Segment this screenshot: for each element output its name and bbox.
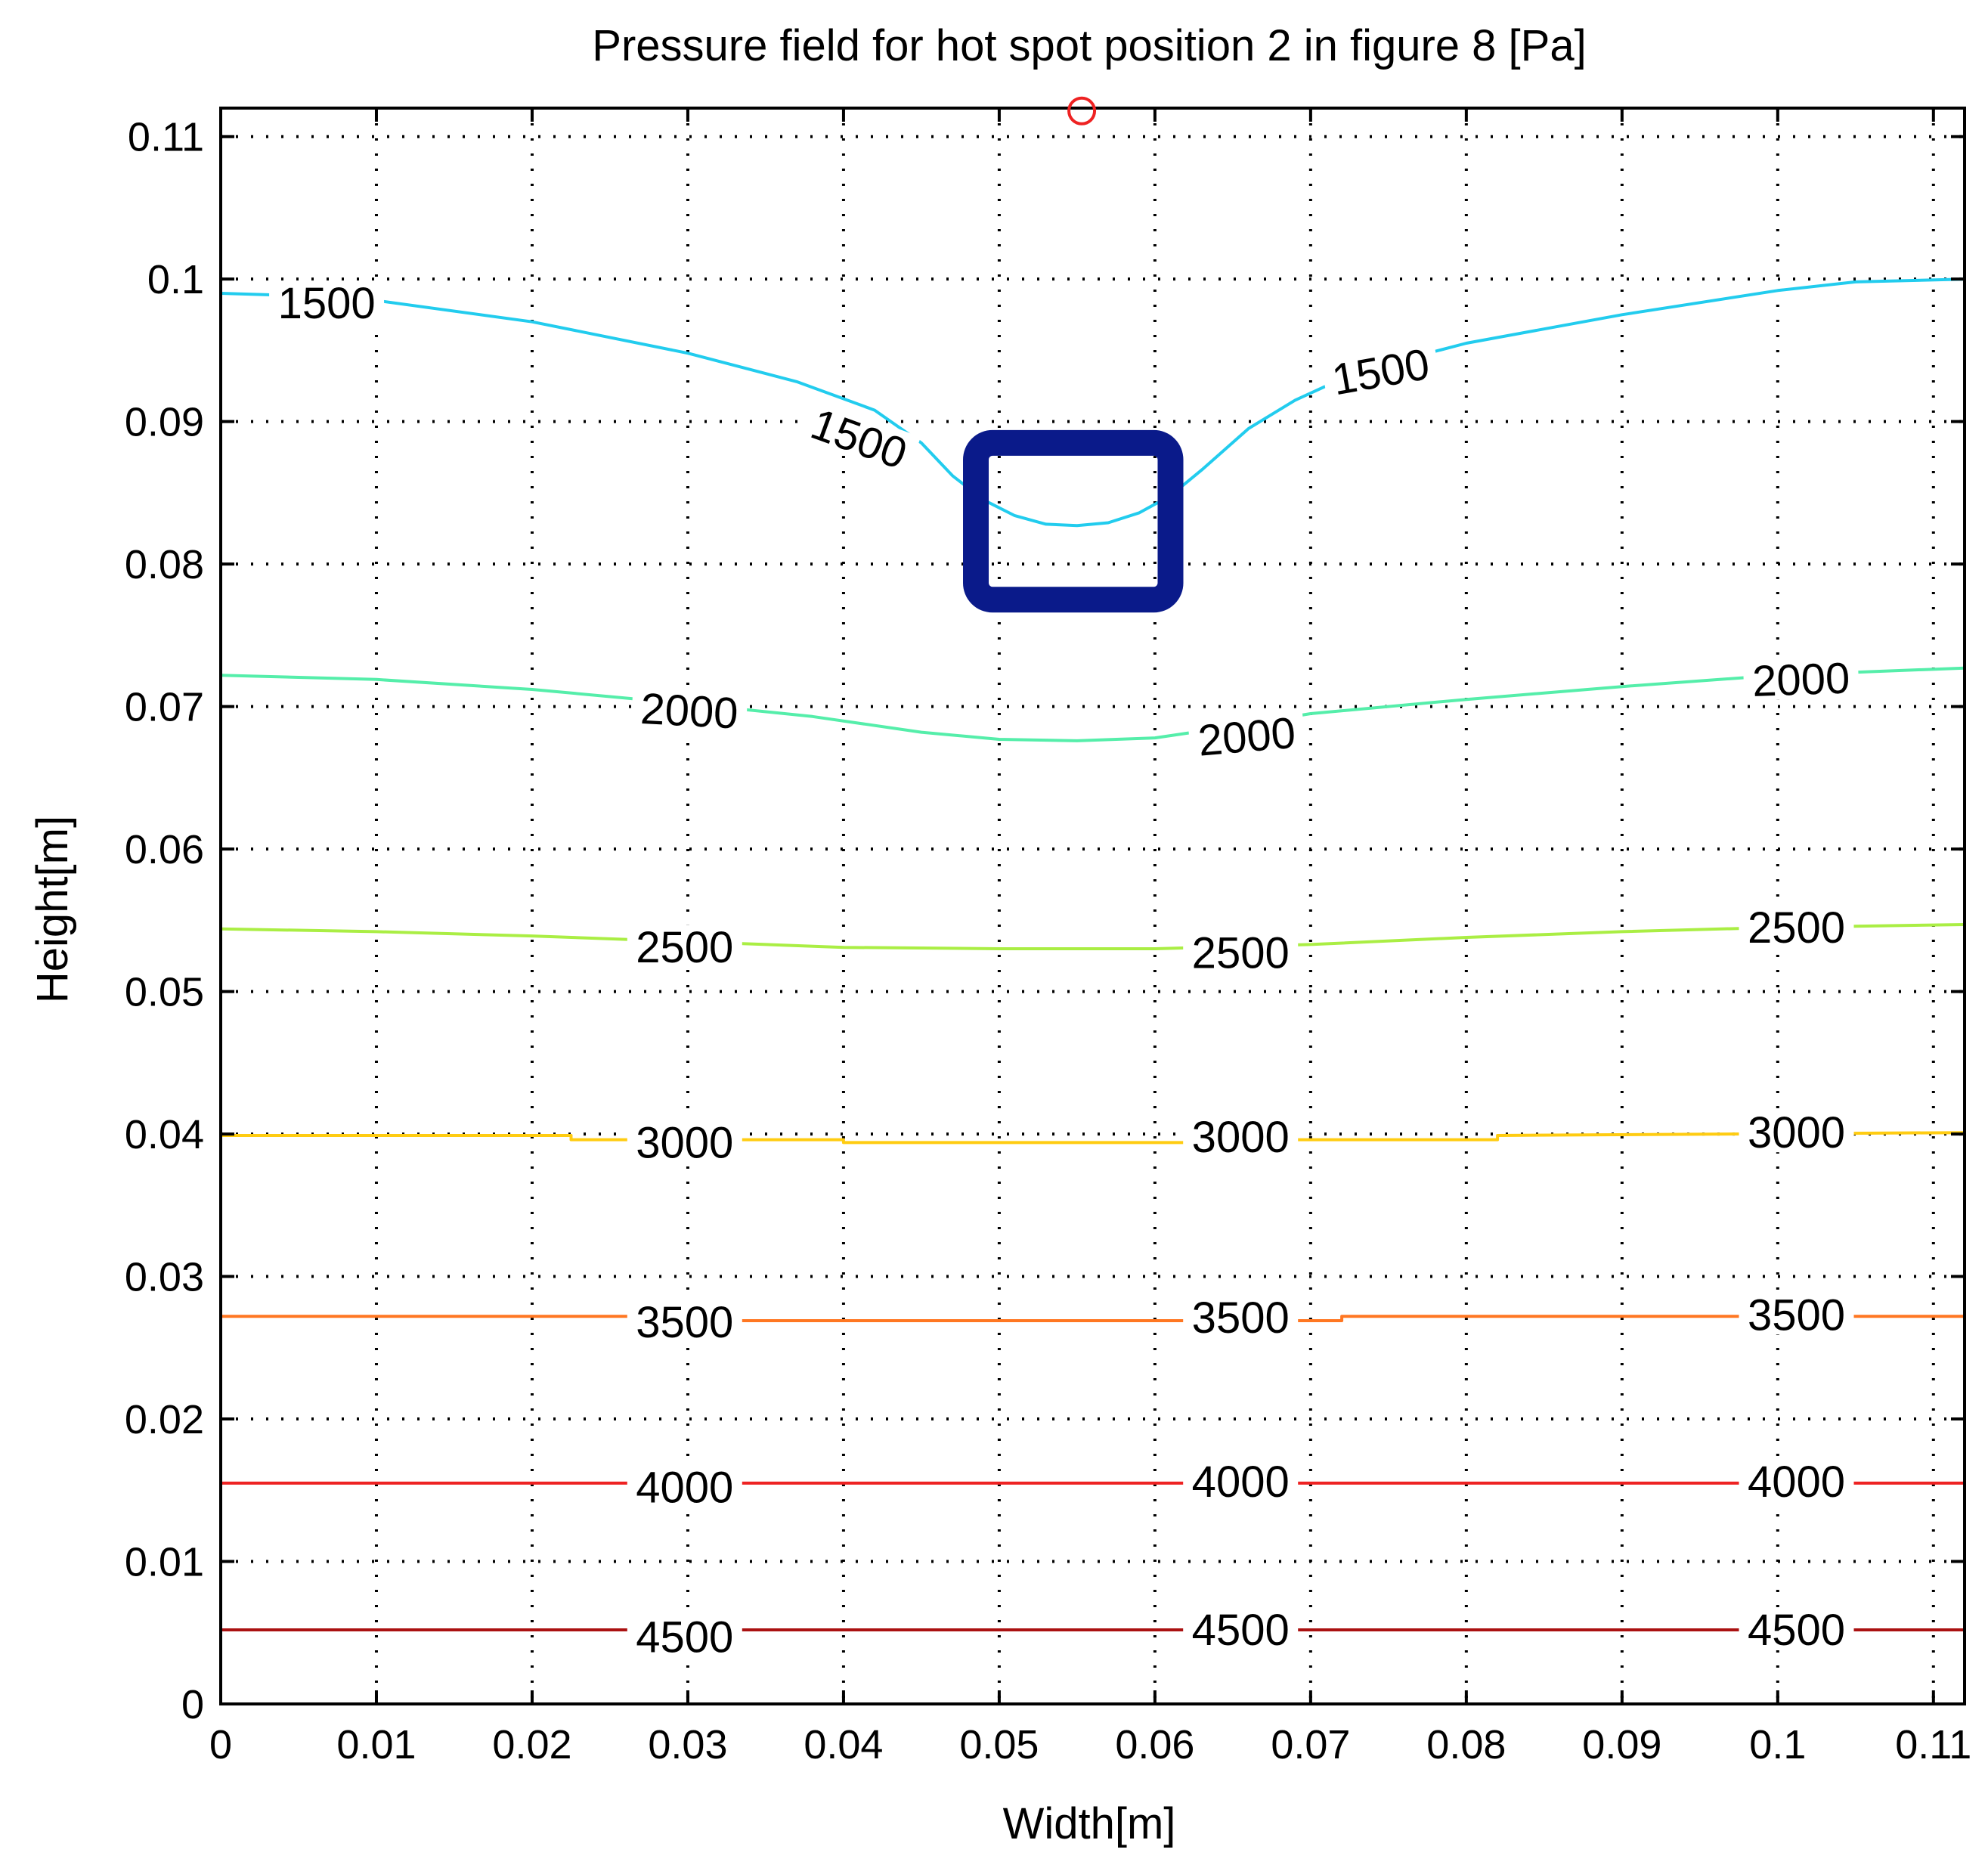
contour-label-background [627, 925, 742, 968]
x-tick-label: 0.01 [336, 1722, 416, 1767]
tick-layer: 0 0.01 0.02 0.03 0.04 0.05 0.06 0.07 0.08 0.09 0.1… [125, 108, 1971, 1767]
x-tick-label: 0.03 [648, 1722, 727, 1767]
contour-label: 2000 [639, 684, 739, 739]
chart-title: Pressure field for hot spot position 2 i… [592, 21, 1586, 70]
x-tick-label: 0.08 [1426, 1722, 1506, 1767]
contour-label-background [627, 1464, 742, 1507]
x-tick-label: 0 [209, 1722, 232, 1767]
y-tick-label: 0.07 [125, 685, 204, 730]
x-tick-label: 0.1 [1749, 1722, 1806, 1767]
contour-label: 3500 [1192, 1293, 1290, 1343]
contour-label: 4000 [1748, 1458, 1845, 1507]
contour-label-background [1183, 930, 1299, 973]
x-tick-label: 0.05 [959, 1722, 1039, 1767]
contour-label: 4000 [636, 1464, 733, 1513]
contour-label-group: 4500 [1739, 1606, 1854, 1655]
contour-label-group: 3000 [1739, 1108, 1854, 1157]
contour-label-group: 4500 [627, 1612, 742, 1662]
marker-layer [1067, 96, 1097, 125]
contour-label-group: 4000 [627, 1464, 742, 1513]
contour-label-group: 2500 [1183, 929, 1299, 978]
contour-label-background [1183, 1114, 1299, 1157]
red-circle-marker [1067, 96, 1097, 125]
y-tick-label: 0.05 [125, 970, 204, 1015]
contour-label: 2000 [1751, 654, 1850, 706]
contour-line-3000 [221, 1131, 1965, 1145]
contour-label-group: 1500 [269, 279, 385, 328]
contour-label-group: 3000 [1183, 1113, 1299, 1162]
x-tick-label: 0.11 [1895, 1722, 1971, 1767]
contour-label-background [1739, 1607, 1854, 1650]
contour-label-background [1183, 1607, 1299, 1650]
contour-label-background [1739, 1292, 1854, 1335]
contour-label-background [627, 1614, 742, 1657]
contour-label: 3500 [636, 1298, 733, 1347]
y-tick-label: 0 [181, 1682, 204, 1727]
contour-label-group: 4500 [1183, 1606, 1299, 1655]
y-tick-label: 0.01 [125, 1540, 204, 1585]
contour-label-background [627, 1120, 742, 1163]
contour-label-background [627, 1299, 742, 1342]
x-tick-label: 0.04 [804, 1722, 883, 1767]
contour-label: 2500 [636, 923, 733, 972]
y-tick-label: 0.03 [125, 1255, 204, 1300]
contour-label: 4500 [1748, 1606, 1845, 1655]
hot-spot-square [963, 429, 1184, 613]
y-tick-label: 0.1 [147, 257, 204, 302]
y-tick-label: 0.09 [125, 400, 204, 445]
contour-label-background [630, 685, 748, 734]
x-tick-label: 0.09 [1582, 1722, 1661, 1767]
contour-label-group: 3000 [627, 1118, 742, 1167]
contour-label-group: 3500 [1739, 1290, 1854, 1340]
y-tick-label: 0.02 [125, 1397, 204, 1442]
y-tick-label: 0.04 [125, 1112, 204, 1157]
contour-label-background [798, 398, 921, 477]
contour-label: 3000 [1748, 1108, 1845, 1157]
contour-line-2000 [220, 666, 1965, 742]
contour-label-background [1742, 655, 1859, 702]
y-tick-label: 0.08 [125, 542, 204, 587]
contour-label-group: 2000 [630, 684, 748, 739]
y-tick-label: 0.11 [128, 115, 204, 160]
contour-label-group: 2000 [1742, 654, 1859, 706]
contour-label: 4000 [1192, 1458, 1290, 1507]
contour-label-background [1320, 339, 1441, 401]
contour-label-group: 3500 [1183, 1293, 1299, 1343]
contour-label-group: 4000 [1183, 1458, 1299, 1507]
contour-label: 2500 [1748, 903, 1845, 953]
x-tick-label: 0.07 [1271, 1722, 1350, 1767]
y-axis-label: Height[m] [28, 816, 77, 1003]
contour-label: 3000 [636, 1118, 733, 1167]
contour-label-background [1183, 1459, 1299, 1501]
contour-label-background [1739, 904, 1854, 947]
plot-frame [219, 107, 1966, 1705]
contour-label-background [1183, 1295, 1299, 1338]
contour-label: 3500 [1748, 1290, 1845, 1340]
y-tick-label: 0.06 [125, 827, 204, 872]
contour-label-background [269, 280, 385, 324]
contour-label-group: 4000 [1739, 1458, 1854, 1507]
contour-label: 2500 [1192, 929, 1290, 978]
contour-label-group: 2000 [1188, 708, 1306, 766]
contour-label-group: 2500 [627, 923, 742, 972]
x-tick-label: 0.02 [492, 1722, 571, 1767]
contour-label: 2000 [1196, 708, 1297, 766]
contour-line-1500 [220, 277, 1965, 528]
hotspot-layer [963, 429, 1184, 613]
contour-label: 1500 [278, 279, 376, 328]
contour-label-group: 3500 [627, 1298, 742, 1347]
contour-label-background [1739, 1459, 1854, 1501]
contour-label: 3000 [1192, 1113, 1290, 1162]
contour-label-background [1188, 708, 1306, 761]
contour-line-2500 [220, 923, 1965, 950]
contour-label: 4500 [636, 1612, 733, 1662]
contour-label-group: 2500 [1739, 903, 1854, 953]
x-tick-label: 0.06 [1115, 1722, 1194, 1767]
contour-label-background [1739, 1110, 1854, 1153]
contour-label: 4500 [1192, 1606, 1290, 1655]
x-axis-label: Width[m] [1003, 1799, 1176, 1848]
